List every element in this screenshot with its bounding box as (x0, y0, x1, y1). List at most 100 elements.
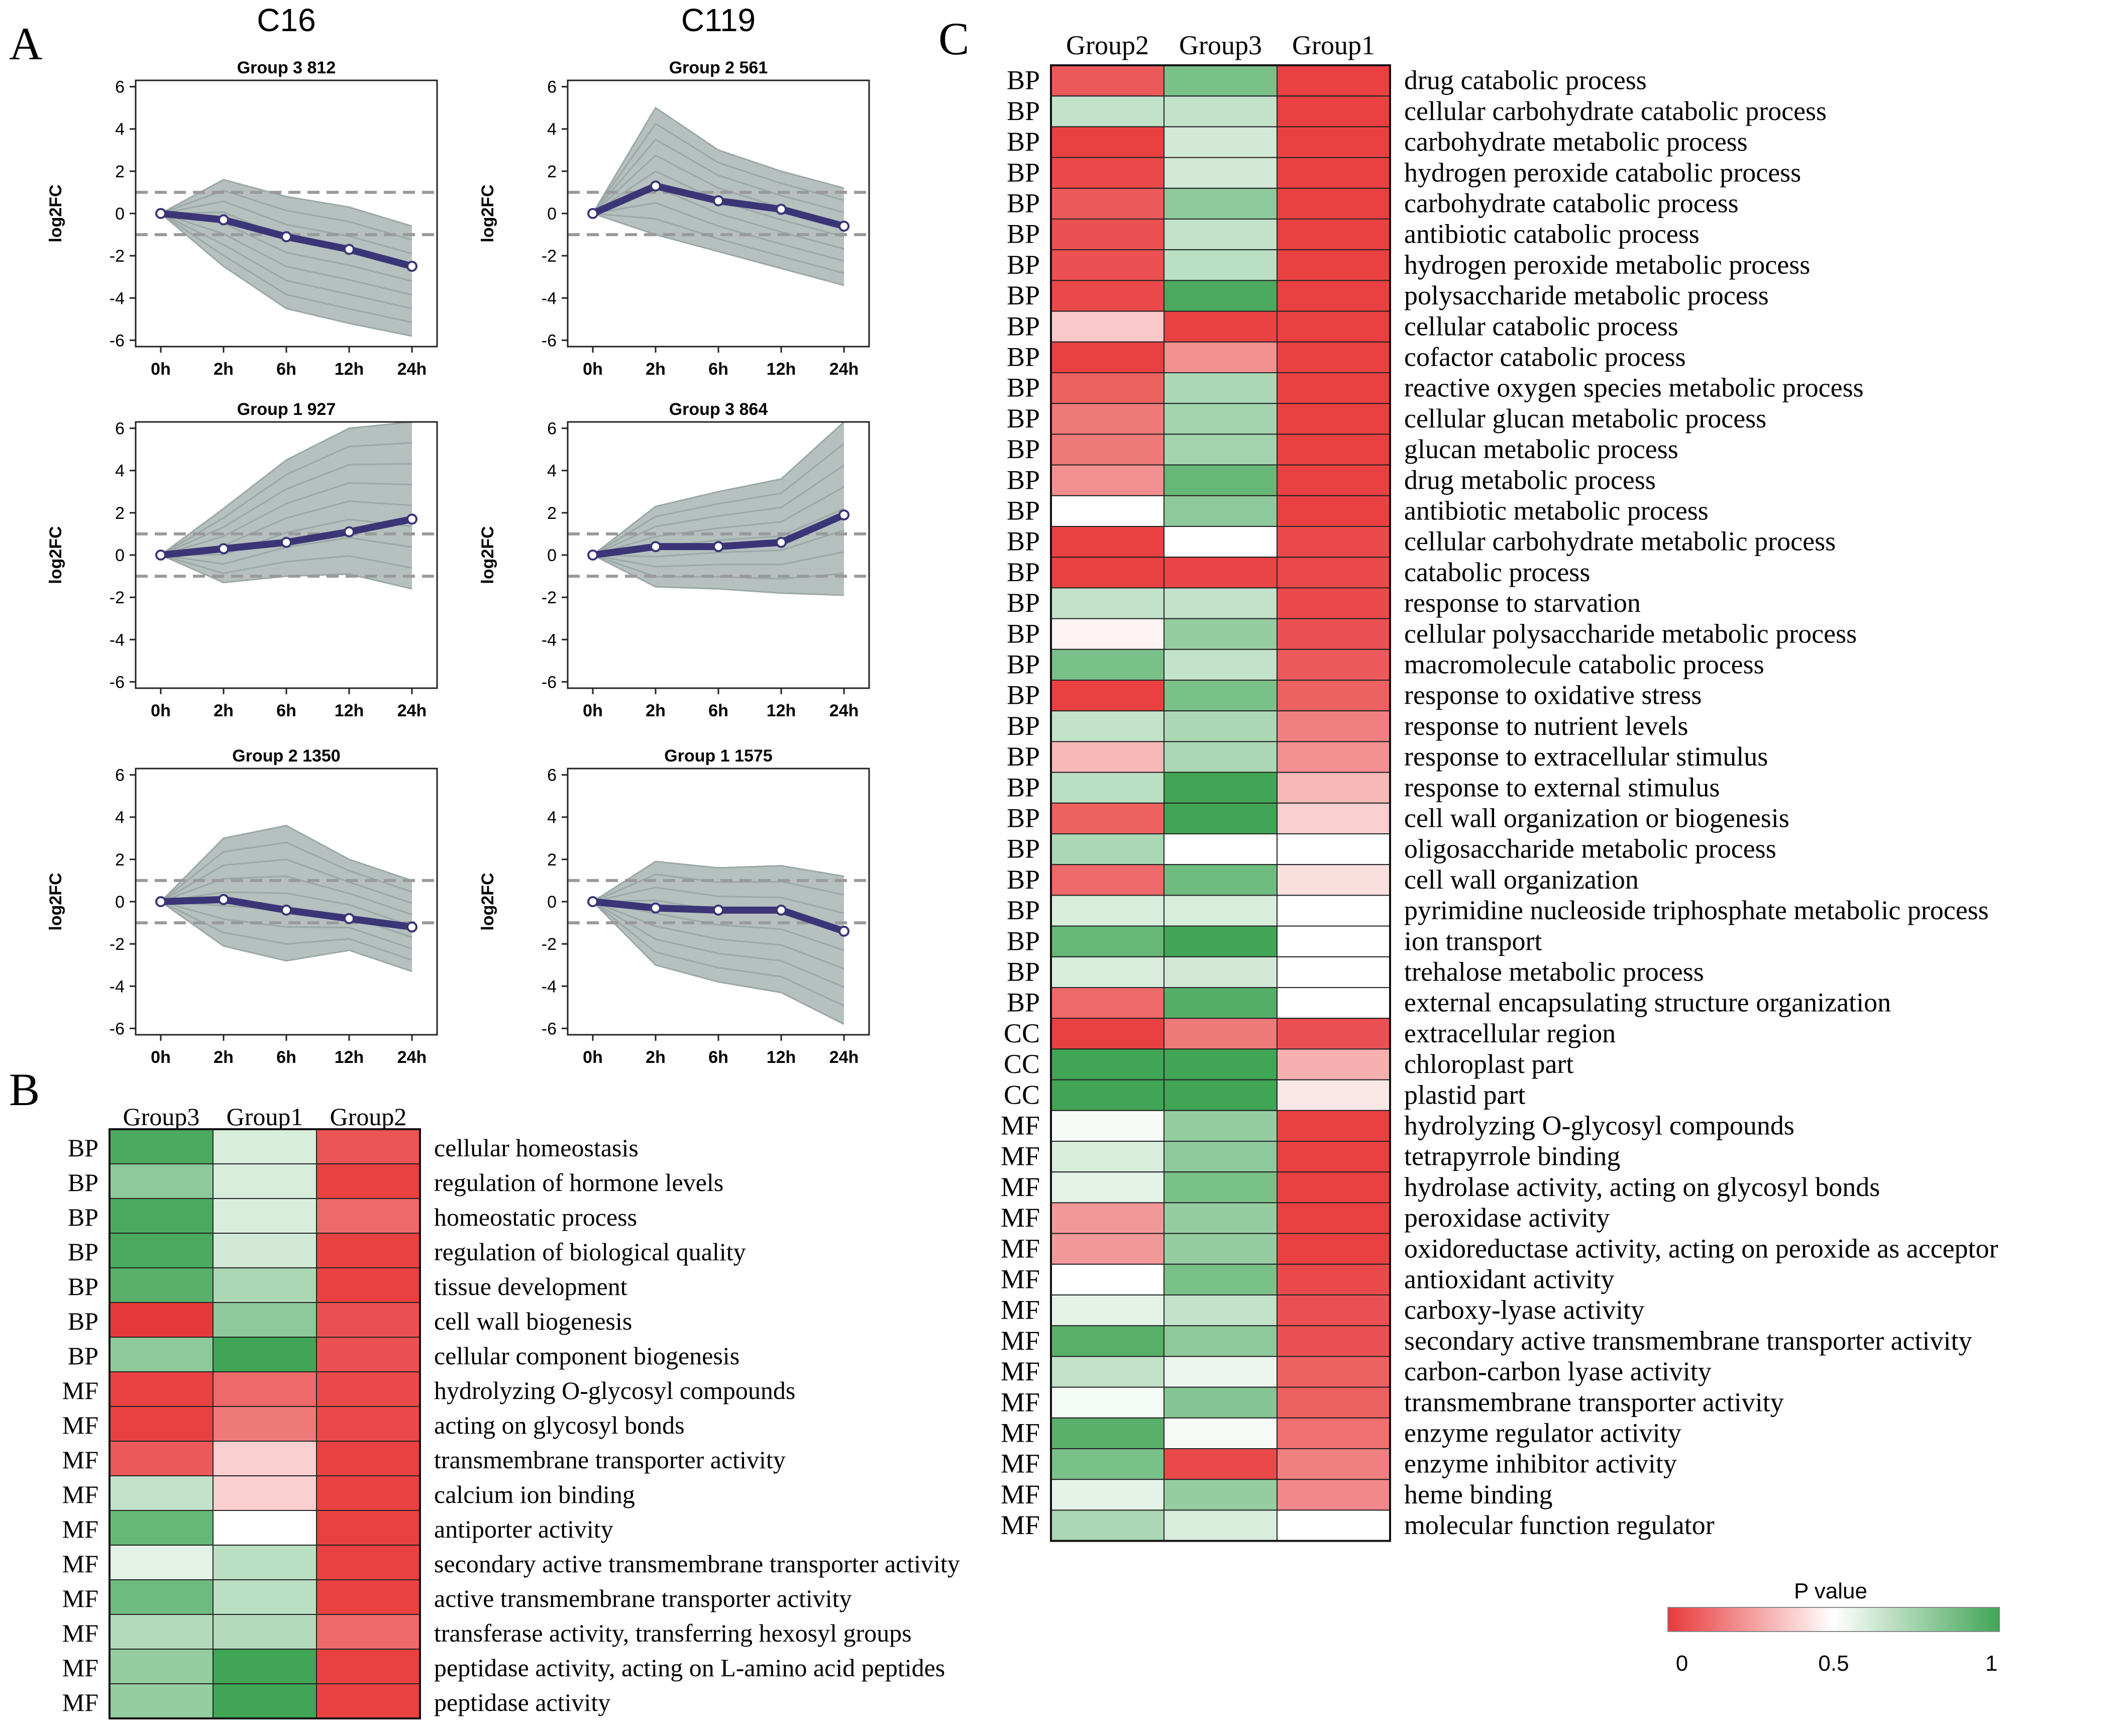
row-category: BP (1007, 219, 1040, 249)
heatmap-cell (1163, 464, 1278, 496)
heatmap-row: BP antibiotic catabolic process (1007, 219, 1700, 251)
heatmap-cell (109, 1163, 214, 1199)
row-category: MF (1001, 1326, 1040, 1356)
heatmap-cell (1277, 1171, 1391, 1204)
row-term: cellular carbohydrate catabolic process (1404, 96, 1827, 126)
mean-point (776, 536, 787, 548)
heatmap-row: BP hydrogen peroxide metabolic process (1007, 249, 1810, 281)
x-tick-label: 6h (708, 1048, 728, 1067)
heatmap-cell (1163, 648, 1278, 681)
row-term: enzyme regulator activity (1404, 1418, 1681, 1448)
gene-profile-line (160, 200, 412, 255)
row-term: transmembrane transporter activity (1404, 1387, 1784, 1417)
gene-profile-line (592, 551, 844, 568)
heatmap-cell (1163, 710, 1278, 742)
row-category: BP (68, 1307, 98, 1335)
mean-point (344, 526, 355, 537)
row-term: reactive oxygen species metabolic proces… (1404, 373, 1864, 403)
heatmap-cell (1277, 741, 1391, 773)
heatmap-cell (1163, 864, 1278, 896)
y-tick-label: 0 (547, 546, 557, 565)
row-term: pyrimidine nucleoside triphosphate metab… (1404, 895, 1989, 925)
heatmap-row: BP response to oxidative stress (1007, 680, 1702, 712)
row-category: MF (62, 1688, 98, 1716)
row-category: BP (1007, 618, 1040, 648)
row-term: response to external stimulus (1404, 772, 1720, 802)
heatmap-cell (1163, 1171, 1278, 1204)
row-category: BP (1007, 342, 1040, 372)
heatmap-row: BP cellular catabolic process (1007, 310, 1678, 343)
gene-profile-line (592, 901, 844, 969)
row-category: MF (1001, 1479, 1040, 1509)
heatmap-cell (1277, 956, 1391, 989)
heatmap-cell (1277, 895, 1391, 927)
legend-tick-1: 1 (1985, 1651, 1997, 1676)
heatmap-cell (1163, 403, 1278, 435)
heatmap-cell (316, 1233, 420, 1268)
heatmap-cell (213, 1649, 317, 1684)
x-tick-label: 0h (151, 1048, 171, 1067)
heatmap-cell (1277, 280, 1391, 312)
panel-b-heatmap: Group3 Group1 Group2 BP cellular homeostasis… (62, 1103, 960, 1719)
x-tick-label: 2h (646, 360, 666, 379)
x-tick-label: 0h (583, 701, 603, 720)
gene-profile-line (592, 212, 844, 274)
heatmap-cell (109, 1614, 214, 1650)
gene-profile-envelope (161, 825, 412, 971)
heatmap-cell (1277, 557, 1391, 589)
x-tick-label: 6h (708, 701, 728, 720)
row-term: polysaccharide metabolic process (1404, 280, 1769, 310)
heatmap-row: BP oligosaccharide metabolic process (1007, 833, 1776, 865)
gene-profile-line (592, 422, 845, 556)
heatmap-cell (109, 1649, 214, 1684)
heatmap-cell (213, 1233, 317, 1268)
row-category: BP (1007, 557, 1040, 587)
heatmap-cell (213, 1302, 317, 1338)
heatmap-cell (1277, 1448, 1391, 1480)
row-term: response to oxidative stress (1404, 680, 1702, 710)
row-category: BP (1007, 803, 1040, 833)
x-tick-label: 2h (214, 360, 234, 379)
heatmap-row: BP drug catabolic process (1007, 65, 1647, 97)
x-tick-label: 6h (276, 701, 296, 720)
row-term: peroxidase activity (1404, 1203, 1610, 1233)
row-category: BP (1007, 496, 1040, 526)
heatmap-cell (316, 1614, 420, 1650)
row-term: regulation of hormone levels (434, 1168, 723, 1197)
x-tick-label: 2h (214, 701, 234, 720)
gene-profile-line (160, 212, 412, 323)
heatmap-cell (316, 1129, 420, 1164)
row-term: glucan metabolic process (1404, 434, 1678, 464)
heatmap-cell (213, 1163, 317, 1199)
heatmap-cell (109, 1475, 214, 1511)
row-term: hydrolyzing O-glycosyl compounds (434, 1376, 795, 1404)
heatmap-cell (1050, 1171, 1164, 1204)
heatmap-cell (316, 1475, 420, 1511)
heatmap-cell (1050, 65, 1164, 97)
y-axis-label: log2FC (478, 184, 497, 242)
row-category: BP (1007, 864, 1040, 895)
heatmap-cell (1050, 464, 1164, 496)
heatmap-cell (1050, 925, 1164, 957)
heatmap-cell (1163, 1448, 1278, 1480)
row-category: MF (62, 1480, 98, 1508)
heatmap-row: BP cofactor catabolic process (1007, 341, 1686, 373)
heatmap-row: BP response to extracellular stimulus (1007, 741, 1768, 773)
row-category: MF (1001, 1418, 1040, 1448)
row-term: external encapsulating structure organiz… (1404, 988, 1891, 1018)
heatmap-cell (1277, 833, 1391, 865)
row-term: heme binding (1404, 1479, 1552, 1509)
heatmap-row: BP response to starvation (1007, 587, 1641, 619)
column-title-c16: C16 (257, 2, 315, 38)
heatmap-cell (213, 1198, 317, 1234)
heatmap-row: MF calcium ion binding (62, 1475, 635, 1511)
heatmap-cell (213, 1406, 317, 1442)
heatmap-cell (1277, 1386, 1391, 1419)
heatmap-cell (1277, 864, 1391, 896)
heatmap-cell (1277, 126, 1391, 158)
heatmap-cell (1050, 741, 1164, 773)
heatmap-row: MF hydrolase activity, acting on glycosyl… (1001, 1171, 1880, 1204)
gene-profile-line (160, 422, 412, 556)
subplot-title: Group 2 1350 (232, 746, 340, 766)
heatmap-row: BP regulation of hormone levels (68, 1163, 723, 1199)
